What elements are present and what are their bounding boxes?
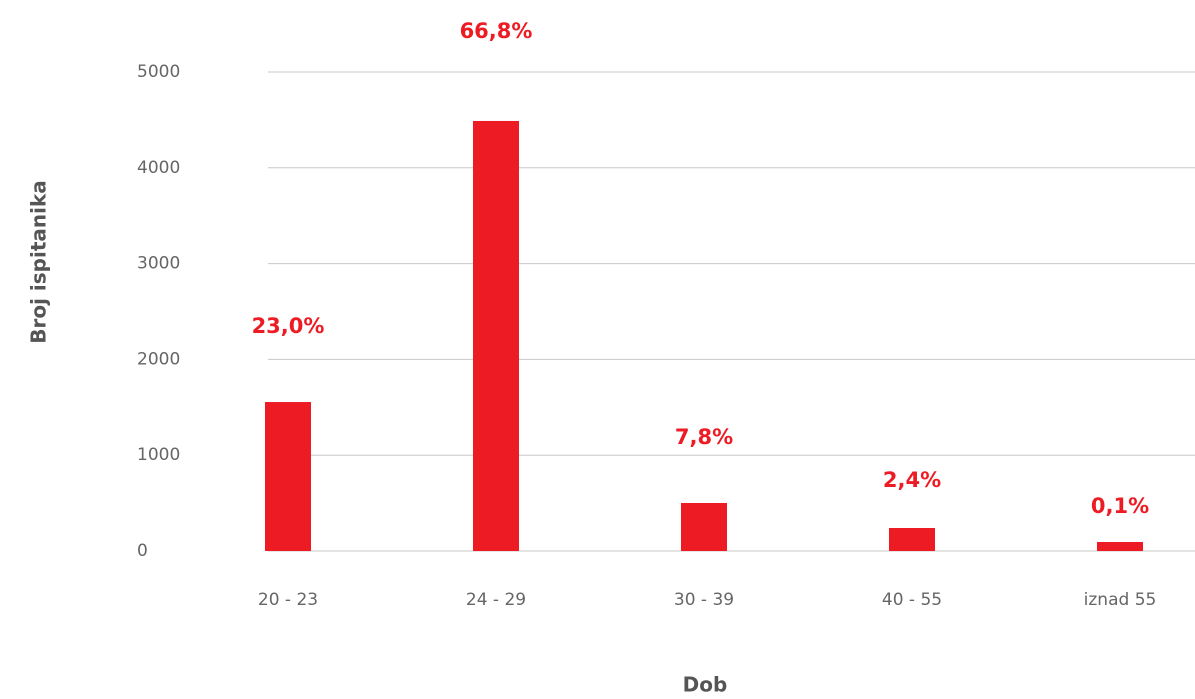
y-tick-label: 5000: [137, 62, 180, 82]
bar: [473, 120, 519, 551]
annotation: 66,8%: [460, 19, 533, 43]
x-tick-label: 30 - 39: [674, 590, 734, 610]
y-tick-label: 3000: [137, 254, 180, 274]
y-tick-label: 4000: [137, 158, 180, 178]
y-tick-label: 0: [137, 541, 148, 561]
bar: [681, 503, 727, 551]
y-axis-title: Broj ispitanika: [27, 180, 51, 344]
x-tick-label: iznad 55: [1084, 590, 1157, 610]
x-tick-label: 24 - 29: [466, 590, 526, 610]
x-axis-title: Dob: [683, 673, 728, 697]
annotation: 2,4%: [883, 468, 941, 492]
bar: [889, 528, 935, 551]
x-tick-label: 20 - 23: [258, 590, 318, 610]
bar: [1097, 541, 1143, 551]
x-tick-label: 40 - 55: [882, 590, 942, 610]
annotation: 0,1%: [1091, 494, 1149, 518]
y-tick-label: 1000: [137, 445, 180, 465]
annotation: 23,0%: [252, 314, 325, 338]
y-tick-label: 2000: [137, 349, 180, 369]
bar: [265, 402, 311, 551]
annotation: 7,8%: [675, 425, 733, 449]
